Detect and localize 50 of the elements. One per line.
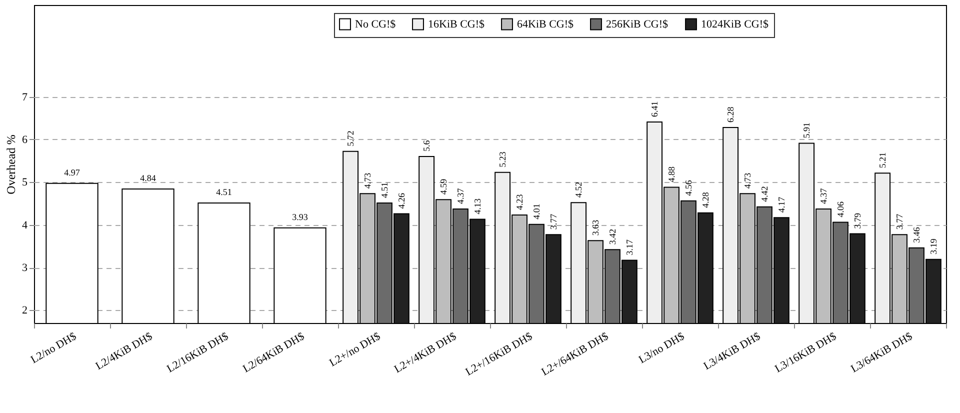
data-label: 5.6 — [422, 140, 432, 152]
y-tick-label: 3 — [22, 262, 28, 274]
legend-label: 1024KiB CG!$ — [701, 18, 770, 30]
data-label: 6.41 — [650, 101, 660, 117]
data-label: 4.42 — [759, 186, 770, 202]
data-label: 4.97 — [64, 167, 80, 178]
data-label: 4.23 — [514, 194, 525, 210]
data-label: 4.52 — [574, 182, 584, 198]
data-label: 4.37 — [818, 188, 829, 204]
data-label: 3.79 — [852, 212, 862, 229]
data-label: 5.72 — [346, 130, 356, 146]
data-label: 4.59 — [438, 178, 449, 195]
y-tick-label: 7 — [22, 91, 28, 104]
data-label: 4.13 — [472, 198, 482, 214]
data-label: 4.88 — [666, 166, 677, 182]
data-label: 4.51 — [216, 187, 232, 198]
data-label: 4.73 — [742, 172, 753, 189]
data-label: 3.19 — [928, 238, 938, 254]
legend-label: 256KiB CG!$ — [606, 18, 669, 30]
data-label: 4.28 — [700, 192, 710, 208]
data-label: 4.17 — [776, 196, 786, 213]
data-label: 4.56 — [683, 180, 694, 196]
data-label: 3.93 — [292, 212, 308, 222]
y-axis-title: Overhead % — [4, 134, 18, 194]
data-label: 3.77 — [894, 213, 905, 230]
data-label: 4.84 — [140, 172, 156, 183]
data-label: 5.23 — [498, 151, 508, 168]
y-tick-label: 2 — [22, 304, 28, 317]
data-label: 5.91 — [802, 122, 812, 138]
data-label: 3.77 — [548, 213, 558, 230]
data-label: 4.06 — [835, 201, 846, 218]
legend-label: 16KiB CG!$ — [428, 18, 486, 30]
data-label: 3.42 — [607, 228, 618, 245]
data-label: 4.01 — [531, 204, 542, 220]
data-label: 3.63 — [590, 219, 601, 236]
data-label: 4.26 — [396, 192, 406, 209]
legend-label: 64KiB CG!$ — [517, 18, 574, 30]
y-tick-label: 5 — [22, 176, 28, 189]
y-tick-label: 6 — [22, 134, 28, 146]
y-tick-label: 4 — [22, 219, 28, 232]
data-label: 4.51 — [379, 182, 390, 198]
data-label: 4.73 — [362, 172, 373, 189]
legend-label: No CG!$ — [355, 18, 396, 30]
data-label: 3.17 — [624, 239, 634, 256]
x-tick-label: L2/no DH$ — [28, 330, 79, 366]
data-label: 4.37 — [455, 188, 466, 204]
data-label: 3.46 — [911, 226, 922, 243]
data-label: 5.21 — [878, 152, 888, 168]
x-tick-label: L3/no DH$ — [636, 330, 687, 366]
data-label: 6.28 — [726, 106, 736, 123]
